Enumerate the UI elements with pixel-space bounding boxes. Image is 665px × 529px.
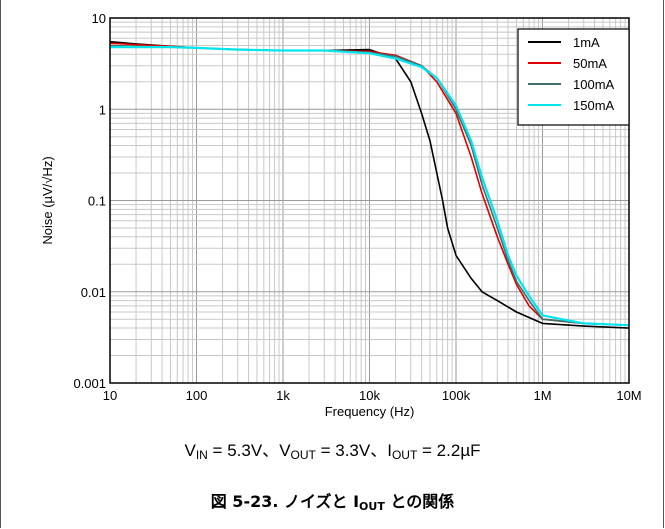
x-axis-title: Frequency (Hz) (325, 404, 415, 419)
y-tick-label: 1 (99, 102, 106, 117)
x-tick-label: 1M (533, 388, 551, 403)
noise-chart: 10 100 1k 10k 100k 1M 10M 0.001 0.01 0.1 1 10 Freque… (40, 11, 642, 419)
series-line-150ma (110, 45, 630, 327)
x-tick-label: 100k (442, 388, 471, 403)
y-tick-label: 0.001 (73, 376, 106, 391)
legend-box (517, 28, 630, 126)
plot-border (109, 17, 630, 384)
series-group (109, 40, 630, 329)
y-tick-label: 10 (92, 11, 106, 26)
y-tick-label: 0.01 (81, 285, 106, 300)
y-axis-title: Noise (µV/√Hz) (40, 156, 55, 244)
iout-label: I (387, 441, 392, 460)
vin-label: V (184, 441, 196, 460)
caption-subscript: OUT (359, 500, 385, 513)
iout-subscript: OUT (391, 448, 418, 462)
vout-subscript: OUT (290, 448, 316, 462)
x-tick-label: 10k (359, 388, 380, 403)
figure-caption: 図 5-23. ノイズと IOUT との関係 (0, 488, 665, 513)
vout-label: V (279, 441, 291, 460)
caption-suffix: との関係 (384, 492, 455, 511)
legend: 1mA 50mA 100mA 150mA (517, 28, 630, 126)
vout-value: = 3.3V、 (315, 441, 388, 460)
iout-value: = 2.2µF (417, 441, 481, 460)
x-tick-label: 100 (186, 388, 208, 403)
x-tick-label: 10 (103, 388, 117, 403)
y-tick-label: 0.1 (88, 194, 106, 209)
x-tick-label: 10M (616, 388, 641, 403)
vin-subscript: IN (195, 448, 208, 462)
vin-value: = 5.3V、 (207, 441, 280, 460)
test-conditions: VIN = 5.3V、VOUT = 3.3V、IOUT = 2.2µF (0, 436, 665, 462)
caption-prefix: 図 5-23. ノイズと I (210, 492, 360, 511)
legend-label-50ma: 50mA (573, 56, 607, 71)
legend-label-150ma: 150mA (573, 98, 615, 113)
x-tick-label: 1k (276, 388, 290, 403)
legend-label-100ma: 100mA (573, 77, 615, 92)
legend-label-1ma: 1mA (573, 35, 600, 50)
